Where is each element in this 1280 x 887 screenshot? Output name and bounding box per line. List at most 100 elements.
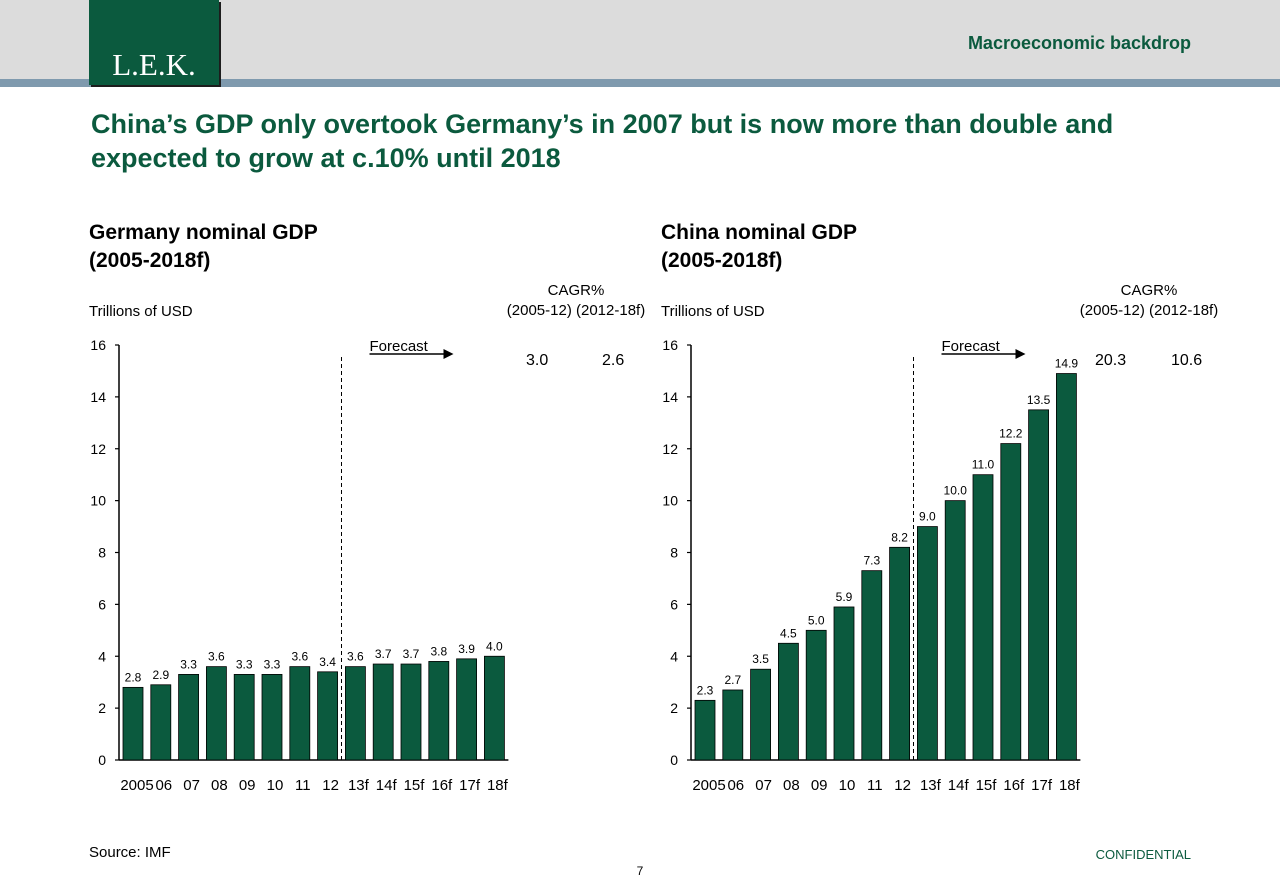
china-bar-value-label: 2.7 [724, 673, 741, 687]
section-label: Macroeconomic backdrop [967, 33, 1191, 53]
china-category-label: 15f [976, 777, 998, 794]
china-chart-title: China nominal GDP (2005-2018f) [661, 219, 857, 275]
germany-chart-title: Germany nominal GDP (2005-2018f) [89, 219, 318, 275]
germany-bar-value-label: 3.6 [291, 650, 308, 664]
china-y-tick-label: 4 [670, 648, 678, 664]
china-bar-value-label: 5.9 [836, 590, 853, 604]
germany-bar [400, 663, 422, 761]
china-bar-value-label: 10.0 [944, 484, 968, 498]
china-bar [889, 546, 910, 761]
china-bar [972, 474, 994, 761]
china-cagr-title: CAGR% [1120, 282, 1178, 299]
china-category-label: 12 [894, 777, 911, 794]
germany-bar-value-label: 3.9 [458, 642, 475, 656]
germany-category-label: 13f [348, 777, 370, 794]
source-note: Source: IMF [89, 844, 171, 861]
germany-category-label: 10 [267, 777, 284, 794]
china-y-tick-label: 2 [670, 700, 678, 716]
germany-bar [150, 684, 172, 761]
china-bar [1028, 409, 1049, 761]
china-bar-value-label: 12.2 [999, 427, 1023, 441]
germany-bar [483, 655, 505, 761]
germany-bar-value-label: 3.3 [180, 657, 197, 671]
china-bar-value-label: 13.5 [1027, 393, 1051, 407]
china-bar [805, 629, 827, 761]
china-cagr-2005-12: 20.3 [1095, 352, 1127, 369]
germany-y-tick-label: 14 [90, 389, 106, 405]
germany-y-tick-label: 6 [98, 596, 106, 612]
china-bar-value-label: 11.0 [972, 458, 995, 472]
china-category-label: 17f [1031, 777, 1053, 794]
germany-y-tick-label: 16 [90, 337, 106, 353]
headline-line-1: China’s GDP only overtook Germany’s in 2… [91, 109, 1114, 139]
germany-bar [233, 674, 255, 761]
china-category-label: 11 [867, 777, 883, 794]
germany-bar-value-label: 2.9 [152, 668, 169, 682]
headline-line-2: expected to grow at c.10% until 2018 [91, 143, 561, 173]
germany-y-tick-label: 4 [98, 648, 106, 664]
china-y-tick-label: 0 [670, 752, 678, 768]
china-forecast-label: Forecast [942, 338, 1001, 355]
china-forecast-arrowhead [1015, 349, 1026, 359]
china-bar-value-label: 7.3 [863, 554, 880, 568]
germany-bar [122, 686, 144, 761]
germany-forecast-arrowhead [443, 349, 454, 359]
germany-bar-value-label: 3.6 [347, 650, 364, 664]
china-y-tick-label: 6 [670, 596, 678, 612]
germany-bar [372, 663, 394, 761]
germany-category-label: 2005 [120, 777, 153, 794]
germany-bar [178, 674, 200, 761]
germany-cagr-periods: (2005-12) (2012-18f) [506, 302, 646, 319]
china-bar [1000, 443, 1022, 761]
china-bar-value-label: 14.9 [1055, 357, 1079, 371]
germany-bar-value-label: 3.8 [430, 644, 447, 658]
china-category-label: 14f [948, 777, 970, 794]
germany-bar-value-label: 4.0 [486, 639, 503, 653]
china-category-label: 10 [839, 777, 856, 794]
germany-bar-value-label: 2.8 [125, 670, 142, 684]
china-category-label: 16f [1003, 777, 1025, 794]
china-category-label: 18f [1059, 777, 1081, 794]
china-unit-label: Trillions of USD [661, 303, 765, 320]
china-category-label: 2005 [692, 777, 725, 794]
germany-category-label: 12 [322, 777, 339, 794]
germany-bar [317, 671, 339, 761]
germany-y-tick-label: 10 [90, 493, 106, 509]
china-bar [750, 668, 771, 761]
germany-category-label: 08 [211, 777, 228, 794]
confidential-label: CONFIDENTIAL [1095, 847, 1191, 862]
germany-title-line-2: (2005-2018f) [89, 249, 211, 272]
germany-y-tick-label: 8 [98, 545, 106, 561]
lek-logo: L.E.K. [89, 0, 219, 85]
china-bar-value-label: 8.2 [891, 530, 908, 544]
germany-category-label: 17f [459, 777, 481, 794]
china-bar [861, 570, 883, 761]
china-bar [778, 642, 799, 761]
germany-bar-value-label: 3.4 [319, 655, 336, 669]
china-cagr-2012-18f: 10.6 [1171, 352, 1203, 369]
china-category-label: 08 [783, 777, 800, 794]
china-y-tick-label: 12 [662, 441, 678, 457]
germany-y-tick-label: 2 [98, 700, 106, 716]
germany-bar [289, 666, 311, 761]
germany-category-label: 07 [183, 777, 200, 794]
china-y-tick-label: 14 [662, 389, 678, 405]
germany-cagr-2005-12: 3.0 [526, 352, 549, 369]
germany-category-label: 18f [487, 777, 509, 794]
germany-bar [344, 666, 366, 761]
china-y-tick-label: 8 [670, 545, 678, 561]
page-headline: China’s GDP only overtook Germany’s in 2… [91, 107, 1201, 175]
china-bar [917, 526, 938, 761]
germany-bar-value-label: 3.6 [208, 650, 225, 664]
header-rule [0, 79, 1280, 87]
germany-category-label: 11 [295, 777, 311, 794]
china-category-label: 09 [811, 777, 828, 794]
germany-bar [205, 666, 227, 761]
china-category-label: 13f [920, 777, 942, 794]
china-cagr-periods: (2005-12) (2012-18f) [1079, 302, 1219, 319]
germany-cagr-2012-18f: 2.6 [602, 352, 625, 369]
china-title-line-1: China nominal GDP [661, 221, 858, 244]
germany-title-line-1: Germany nominal GDP [89, 221, 318, 244]
china-y-tick-label: 16 [662, 337, 678, 353]
china-category-label: 06 [727, 777, 744, 794]
